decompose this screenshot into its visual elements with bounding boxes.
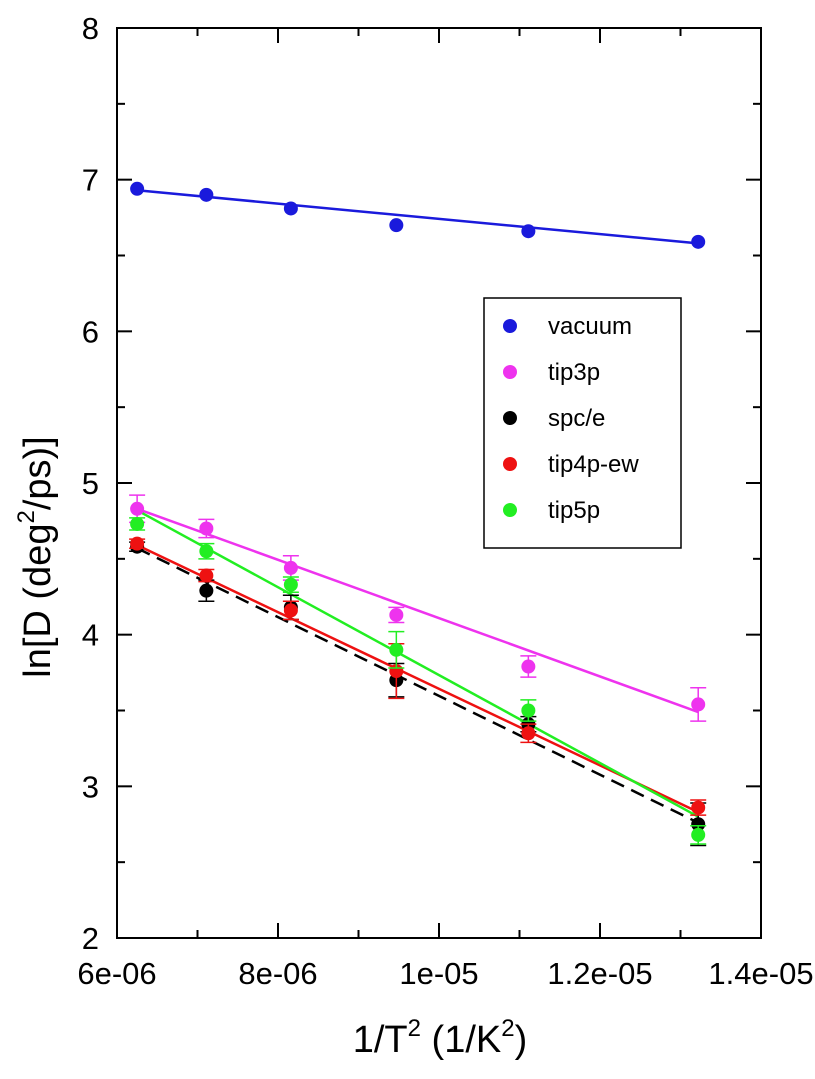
fit-line-tip3p: [136, 507, 699, 714]
x-axis-title: 1/T2 (1/K2): [353, 1015, 528, 1061]
y-axis-title-sup: 2: [13, 510, 40, 523]
data-point-tip5p: [521, 703, 536, 718]
data-point-tip3p: [691, 697, 706, 712]
data-point-vacuum: [521, 224, 536, 239]
fit-line-tip5p: [136, 509, 699, 818]
fit-line-tip4p-ew: [136, 544, 699, 814]
y-tick-label: 8: [82, 11, 99, 46]
y-tick-label: 7: [82, 163, 99, 198]
fit-line-vacuum: [137, 189, 699, 245]
data-point-vacuum: [130, 181, 145, 196]
data-point-tip4p-ew: [199, 568, 214, 583]
legend-marker-vacuum: [503, 319, 517, 333]
y-tick-label: 2: [82, 921, 99, 956]
data-point-tip4p-ew: [283, 603, 298, 618]
x-axis-title-sup2: 2: [501, 1015, 514, 1042]
data-point-tip3p: [199, 521, 214, 536]
x-axis-title-rest: (1/K: [421, 1019, 501, 1061]
svg-text:1/T2 (1/K2): 1/T2 (1/K2): [353, 1015, 528, 1061]
y-tick-label: 5: [82, 466, 99, 501]
data-point-vacuum: [199, 187, 214, 202]
data-point-spc-e: [199, 583, 214, 598]
data-point-tip4p-ew: [130, 536, 145, 551]
x-tick-label: 1e-05: [399, 956, 478, 991]
y-tick-label: 6: [82, 314, 99, 349]
legend-marker-spc-e: [503, 411, 517, 425]
x-axis-title-close: ): [515, 1019, 528, 1061]
data-point-tip4p-ew: [691, 800, 706, 815]
x-axis-title-sup: 2: [408, 1015, 421, 1042]
legend-marker-tip4p-ew: [503, 457, 517, 471]
x-tick-label: 1.4e-05: [708, 956, 813, 991]
legend-box: [483, 297, 682, 549]
legend-marker-tip3p: [503, 365, 517, 379]
data-point-tip5p: [130, 516, 145, 531]
svg-text:ln[D (deg2/ps)]: ln[D (deg2/ps)]: [13, 436, 59, 677]
y-axis-title-rest: /ps)]: [17, 436, 59, 510]
legend-label-tip3p: tip3p: [548, 359, 600, 386]
legend-label-tip4p-ew: tip4p-ew: [548, 451, 639, 478]
data-point-tip3p: [521, 659, 536, 674]
data-point-tip5p: [691, 827, 706, 842]
data-point-spc-e: [691, 817, 706, 832]
data-point-vacuum: [389, 218, 404, 233]
data-point-tip3p: [389, 607, 404, 622]
plot-area: 2 3 4 5 6 7 8 6e-06 8e-06 1e-05 1.2e-05 1.4e-05: [77, 11, 813, 991]
legend-label-spc-e: spc/e: [548, 405, 605, 432]
data-point-vacuum: [691, 234, 706, 249]
y-tick-label: 4: [82, 618, 99, 653]
data-point-tip4p-ew: [521, 726, 536, 741]
y-tick-label: 3: [82, 769, 99, 804]
x-tick-label: 6e-06: [77, 956, 156, 991]
y-axis-title-main: ln[D (deg: [17, 524, 59, 678]
legend-label-vacuum: vacuum: [548, 313, 632, 340]
data-point-tip5p: [389, 642, 404, 657]
x-tick-label: 1.2e-05: [547, 956, 652, 991]
y-axis-title: ln[D (deg2/ps)]: [13, 436, 59, 677]
data-point-vacuum: [283, 201, 298, 216]
legend: vacuum tip3p spc/e tip4p-ew tip5p: [483, 297, 682, 549]
data-point-tip5p: [283, 577, 298, 592]
legend-marker-tip5p: [503, 503, 517, 517]
fit-line-spc-e: [136, 547, 699, 824]
legend-label-tip5p: tip5p: [548, 497, 600, 524]
data-point-tip3p: [283, 560, 298, 575]
data-point-tip3p: [130, 501, 145, 516]
data-point-tip5p: [199, 544, 214, 559]
x-axis-title-main: 1/T: [353, 1019, 408, 1061]
x-tick-label: 8e-06: [238, 956, 317, 991]
